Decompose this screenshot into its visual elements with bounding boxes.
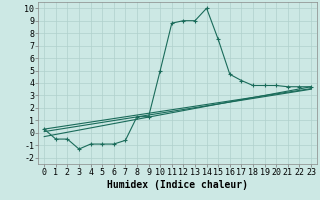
X-axis label: Humidex (Indice chaleur): Humidex (Indice chaleur) xyxy=(107,180,248,190)
